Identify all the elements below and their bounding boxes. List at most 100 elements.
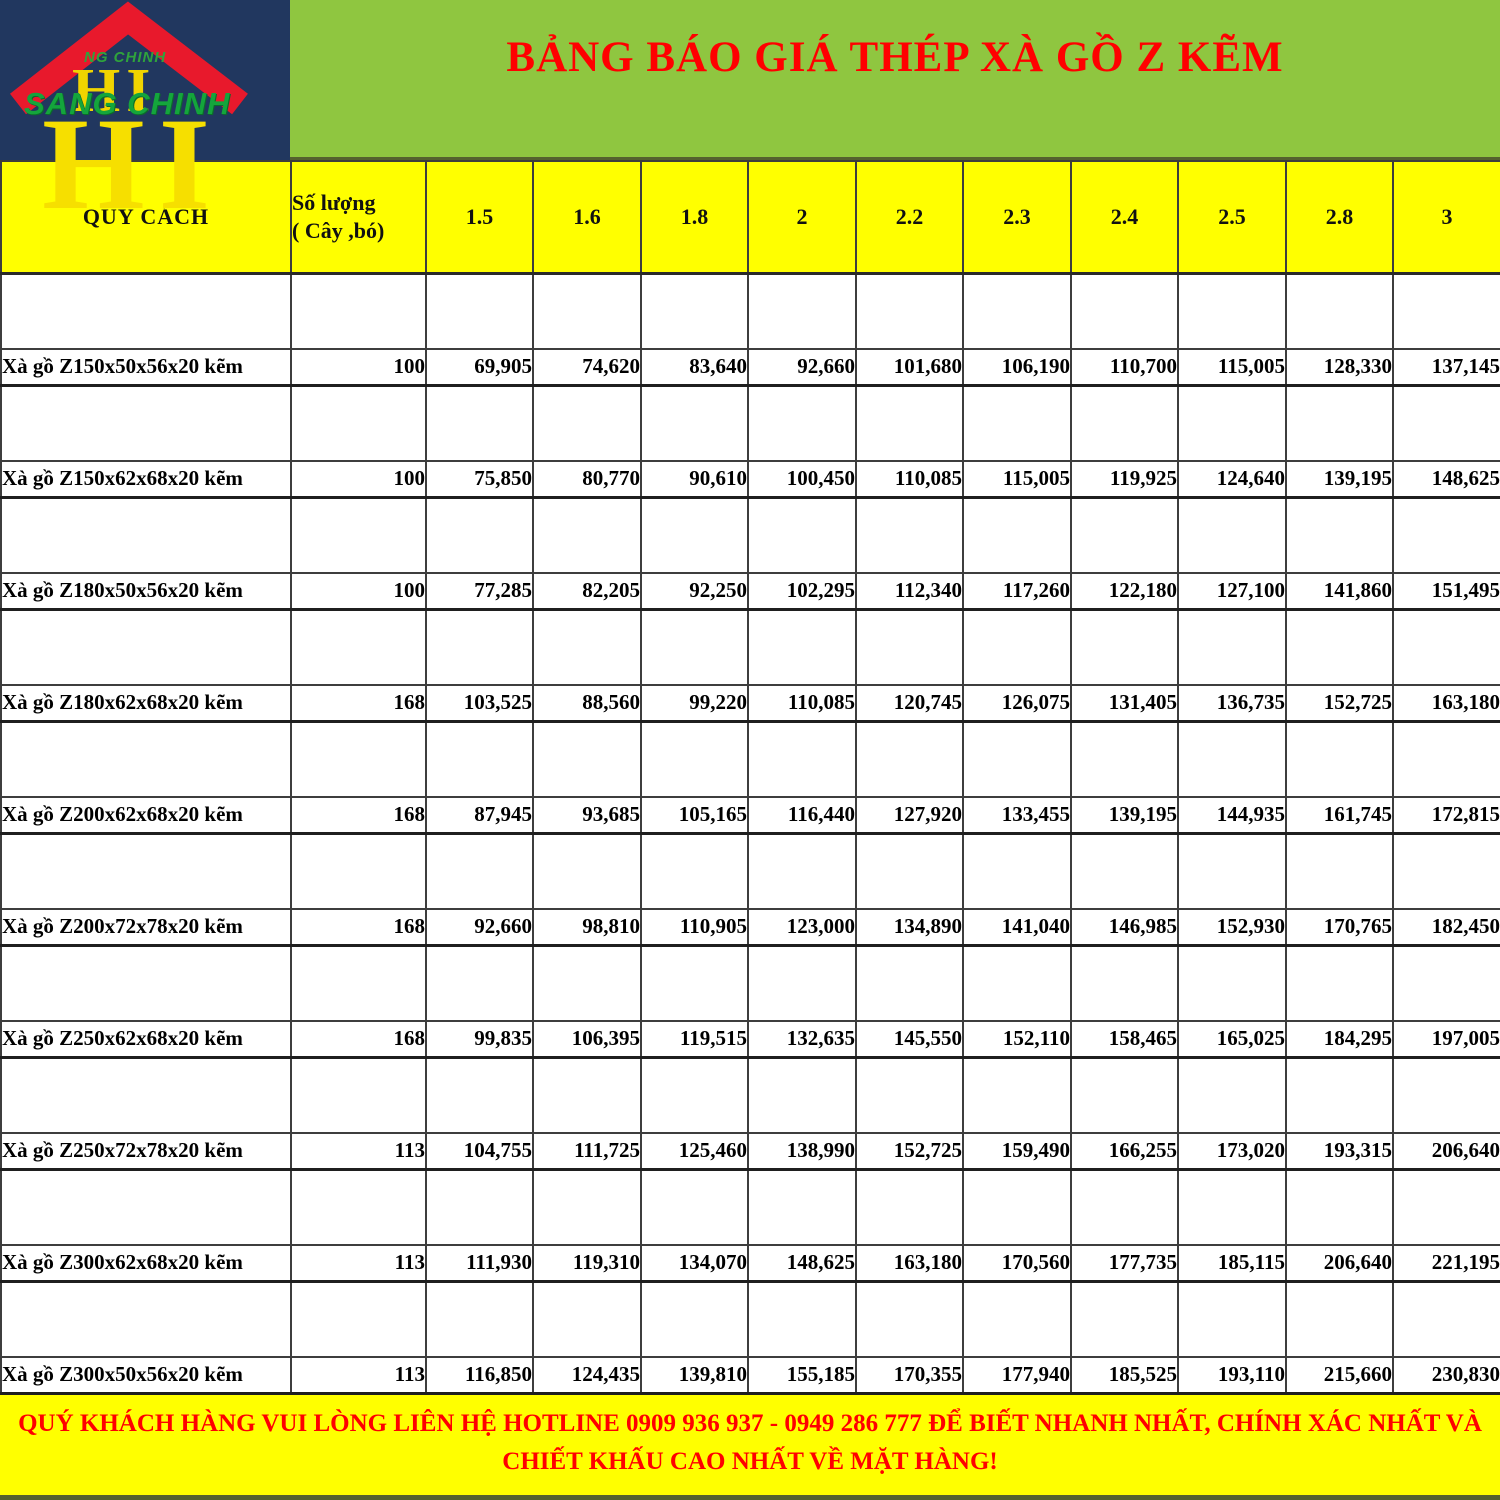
price-value: 110,085: [855, 460, 964, 499]
price-value: 110,085: [747, 684, 857, 723]
table-row: Xà gồ Z180x62x68x20 kẽm 168 103,525 88,560 9…: [0, 684, 1500, 723]
spacer-cell: [855, 1280, 964, 1358]
spacer-cell: [747, 1168, 857, 1246]
spacer-cell: [532, 608, 642, 686]
product-name: Xà gồ Z150x62x68x20 kẽm: [0, 460, 292, 499]
spacer-cell: [1285, 384, 1394, 462]
product-name: Xà gồ Z300x62x68x20 kẽm: [0, 1244, 292, 1283]
spacer-cell: [425, 1056, 534, 1134]
price-value: 105,165: [640, 796, 749, 835]
price-value: 177,940: [962, 1356, 1072, 1395]
spacer-cell: [425, 832, 534, 910]
price-value: 155,185: [747, 1356, 857, 1395]
price-value: 120,745: [855, 684, 964, 723]
spacer-cell: [1070, 1168, 1179, 1246]
spacer-cell: [640, 272, 749, 350]
spacer-cell: [425, 1168, 534, 1246]
column-header-length: 2.8: [1285, 160, 1394, 275]
price-value: 74,620: [532, 348, 642, 387]
bottom-edge-strip: [0, 1494, 1500, 1500]
spacer-cell: [962, 384, 1072, 462]
table-row: Xà gồ Z200x62x68x20 kẽm 168 87,945 93,685 10…: [0, 796, 1500, 835]
spacer-cell: [1177, 1168, 1287, 1246]
spacer-cell: [425, 496, 534, 574]
quantity-value: 113: [290, 1244, 427, 1283]
spacer-row: [0, 1168, 1500, 1246]
spacer-cell: [747, 1056, 857, 1134]
price-value: 136,735: [1177, 684, 1287, 723]
price-value: 215,660: [1285, 1356, 1394, 1395]
spacer-cell: [1177, 496, 1287, 574]
spacer-cell: [747, 384, 857, 462]
price-value: 124,640: [1177, 460, 1287, 499]
price-value: 177,735: [1070, 1244, 1179, 1283]
quantity-value: 100: [290, 348, 427, 387]
company-logo: [0, 0, 290, 160]
spacer-cell: [290, 272, 427, 350]
price-value: 80,770: [532, 460, 642, 499]
price-value: 69,905: [425, 348, 534, 387]
spacer-cell: [962, 272, 1072, 350]
spacer-cell: [0, 496, 292, 574]
price-value: 152,930: [1177, 908, 1287, 947]
price-value: 112,340: [855, 572, 964, 611]
spacer-cell: [855, 496, 964, 574]
price-value: 92,660: [747, 348, 857, 387]
price-value: 146,985: [1070, 908, 1179, 947]
spacer-cell: [532, 1168, 642, 1246]
spacer-cell: [855, 720, 964, 798]
price-value: 141,860: [1285, 572, 1394, 611]
column-header-length: 1.6: [532, 160, 642, 275]
spacer-row: [0, 832, 1500, 910]
price-value: 98,810: [532, 908, 642, 947]
spacer-cell: [290, 944, 427, 1022]
price-value: 193,315: [1285, 1132, 1394, 1171]
spacer-cell: [1070, 496, 1179, 574]
price-value: 103,525: [425, 684, 534, 723]
spacer-cell: [532, 272, 642, 350]
spacer-cell: [1070, 832, 1179, 910]
price-value: 145,550: [855, 1020, 964, 1059]
price-value: 131,405: [1070, 684, 1179, 723]
price-value: 139,810: [640, 1356, 749, 1395]
spacer-cell: [1177, 384, 1287, 462]
spacer-cell: [1392, 832, 1500, 910]
price-value: 184,295: [1285, 1020, 1394, 1059]
column-header-length: 2.2: [855, 160, 964, 275]
spacer-cell: [962, 832, 1072, 910]
spacer-cell: [1392, 944, 1500, 1022]
spacer-cell: [1392, 384, 1500, 462]
spacer-cell: [640, 1168, 749, 1246]
price-value: 138,990: [747, 1132, 857, 1171]
spacer-cell: [747, 272, 857, 350]
column-header-quycach: QUY CÁCH: [0, 160, 292, 275]
spacer-cell: [1070, 608, 1179, 686]
table-row: Xà gồ Z300x50x56x20 kẽm 113 116,850 124,435…: [0, 1356, 1500, 1395]
spacer-cell: [1070, 1280, 1179, 1358]
spacer-cell: [747, 608, 857, 686]
spacer-cell: [1392, 720, 1500, 798]
column-header-length: 3: [1392, 160, 1500, 275]
price-value: 100,450: [747, 460, 857, 499]
spacer-cell: [532, 720, 642, 798]
spacer-row: [0, 720, 1500, 798]
soluong-line1: Số lượng: [292, 190, 376, 216]
table-row: Xà gồ Z180x50x56x20 kẽm 100 77,285 82,205 92…: [0, 572, 1500, 611]
product-name: Xà gồ Z200x62x68x20 kẽm: [0, 796, 292, 835]
spacer-row: [0, 608, 1500, 686]
spacer-cell: [640, 832, 749, 910]
price-value: 88,560: [532, 684, 642, 723]
price-value: 77,285: [425, 572, 534, 611]
price-value: 101,680: [855, 348, 964, 387]
price-value: 152,725: [855, 1132, 964, 1171]
spacer-cell: [532, 832, 642, 910]
spacer-cell: [425, 608, 534, 686]
price-value: 124,435: [532, 1356, 642, 1395]
price-value: 93,685: [532, 796, 642, 835]
spacer-cell: [290, 608, 427, 686]
spacer-cell: [855, 608, 964, 686]
price-value: 104,755: [425, 1132, 534, 1171]
price-value: 139,195: [1285, 460, 1394, 499]
price-value: 170,765: [1285, 908, 1394, 947]
spacer-cell: [962, 1280, 1072, 1358]
